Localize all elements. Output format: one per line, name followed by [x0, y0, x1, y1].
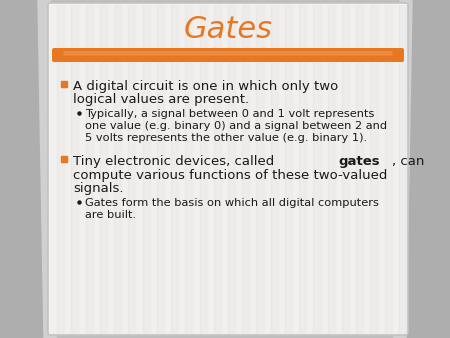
Bar — [135, 5, 143, 333]
Polygon shape — [406, 0, 450, 338]
Text: Gates: Gates — [184, 16, 273, 45]
Text: A digital circuit is one in which only two: A digital circuit is one in which only t… — [73, 80, 338, 93]
Bar — [278, 5, 285, 333]
Bar — [171, 5, 178, 333]
Bar — [207, 5, 214, 333]
Bar — [93, 5, 100, 333]
Bar — [107, 5, 114, 333]
Bar — [78, 5, 86, 333]
Bar — [64, 5, 72, 333]
Text: Gates form the basis on which all digital computers: Gates form the basis on which all digita… — [85, 197, 379, 208]
Text: one value (e.g. binary 0) and a signal between 2 and: one value (e.g. binary 0) and a signal b… — [85, 121, 387, 131]
Bar — [221, 5, 228, 333]
Bar — [370, 5, 378, 333]
Bar — [86, 5, 93, 333]
Bar — [128, 5, 135, 333]
Bar — [292, 5, 299, 333]
Polygon shape — [394, 0, 412, 338]
Bar — [385, 5, 392, 333]
Bar — [114, 5, 121, 333]
Polygon shape — [0, 0, 44, 338]
Bar — [228, 5, 235, 333]
Bar — [157, 5, 164, 333]
Bar — [306, 5, 314, 333]
Bar — [392, 5, 399, 333]
FancyBboxPatch shape — [52, 48, 404, 62]
Bar — [100, 5, 107, 333]
Bar — [314, 5, 320, 333]
Bar — [299, 5, 306, 333]
Bar — [264, 5, 271, 333]
Bar — [342, 5, 349, 333]
Bar — [164, 5, 171, 333]
Bar — [150, 5, 157, 333]
Bar — [320, 5, 328, 333]
Text: Tiny electronic devices, called: Tiny electronic devices, called — [73, 155, 279, 168]
Bar — [271, 5, 278, 333]
Bar — [199, 5, 207, 333]
Bar — [378, 5, 385, 333]
Bar — [335, 5, 342, 333]
Bar — [399, 5, 406, 333]
Bar — [121, 5, 128, 333]
Bar — [214, 5, 221, 333]
Text: compute various functions of these two-valued: compute various functions of these two-v… — [73, 169, 387, 182]
Bar — [61, 81, 67, 87]
Bar — [72, 5, 78, 333]
Text: , can: , can — [392, 155, 424, 168]
FancyBboxPatch shape — [63, 51, 392, 55]
Bar — [249, 5, 256, 333]
Bar — [50, 5, 57, 333]
Bar — [143, 5, 150, 333]
Bar — [349, 5, 356, 333]
Bar — [61, 156, 67, 162]
Bar — [185, 5, 193, 333]
Bar — [363, 5, 370, 333]
Bar — [57, 5, 64, 333]
Bar — [193, 5, 199, 333]
Bar — [178, 5, 185, 333]
Text: gates: gates — [338, 155, 380, 168]
Bar — [256, 5, 264, 333]
Text: Typically, a signal between 0 and 1 volt represents: Typically, a signal between 0 and 1 volt… — [85, 109, 374, 119]
Text: logical values are present.: logical values are present. — [73, 94, 249, 106]
Text: are built.: are built. — [85, 210, 136, 219]
Bar — [328, 5, 335, 333]
FancyBboxPatch shape — [48, 3, 408, 335]
Bar — [242, 5, 249, 333]
Bar — [356, 5, 363, 333]
Polygon shape — [38, 0, 56, 338]
Text: 5 volts represents the other value (e.g. binary 1).: 5 volts represents the other value (e.g.… — [85, 133, 367, 143]
Bar — [235, 5, 242, 333]
Text: signals.: signals. — [73, 182, 123, 195]
Bar — [285, 5, 292, 333]
